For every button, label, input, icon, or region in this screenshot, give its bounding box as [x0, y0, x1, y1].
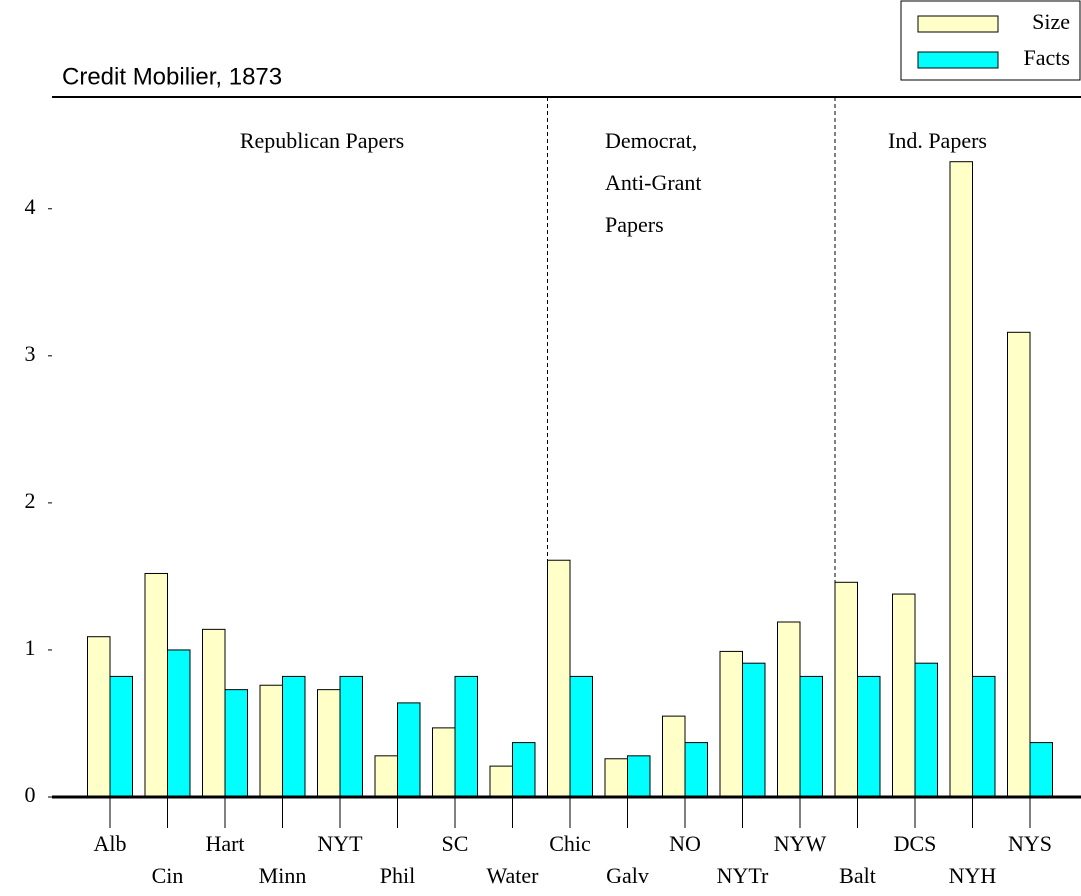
bar	[87, 636, 111, 798]
bar	[454, 675, 478, 798]
group-label: Anti-Grant	[605, 170, 702, 195]
bar	[317, 689, 341, 798]
x-tick-label: NYTr	[717, 863, 769, 888]
group-label: Ind. Papers	[888, 128, 987, 153]
x-tick-label: Chic	[549, 831, 591, 856]
bar	[742, 662, 766, 798]
x-tick-label: Phil	[380, 863, 415, 888]
x-tick-label: NYS	[1008, 831, 1052, 856]
bar	[627, 755, 651, 798]
group-label: Republican Papers	[240, 128, 404, 153]
bar	[144, 572, 168, 798]
bar	[834, 581, 858, 798]
x-tick-label: NYW	[774, 831, 827, 856]
group-label: Democrat,	[605, 128, 697, 153]
x-tick-label: Water	[487, 863, 540, 888]
bar	[569, 675, 593, 798]
bar	[972, 675, 996, 798]
bar	[282, 675, 306, 798]
group-label: Papers	[605, 212, 664, 237]
x-tick-label: Minn	[259, 863, 307, 888]
bar	[432, 727, 456, 798]
y-tick-label: 0	[25, 782, 36, 807]
y-tick-label: 1	[25, 635, 36, 660]
bar	[799, 675, 823, 798]
bar	[202, 628, 226, 798]
y-tick-label: 2	[25, 488, 36, 513]
bar	[1007, 331, 1031, 798]
x-tick-label: Hart	[205, 831, 244, 856]
x-tick-label: Alb	[94, 831, 127, 856]
bar	[167, 649, 191, 798]
x-tick-label: NYT	[317, 831, 363, 856]
x-tick-label: Cin	[152, 863, 184, 888]
x-tick-label: SC	[442, 831, 469, 856]
x-tick-label: Balt	[839, 863, 876, 888]
chart-title: Credit Mobilier, 1873	[62, 63, 282, 90]
bar	[719, 650, 743, 798]
bar	[489, 765, 513, 798]
bar	[512, 742, 536, 798]
y-tick-label: 3	[25, 341, 36, 366]
legend-label: Facts	[1024, 45, 1070, 70]
bar	[109, 675, 133, 798]
x-tick-label: NYH	[949, 863, 997, 888]
legend-swatch	[917, 51, 999, 69]
bar	[949, 161, 973, 798]
x-tick-label: DCS	[894, 831, 937, 856]
bar	[892, 593, 916, 798]
bar	[259, 684, 283, 798]
bar	[224, 689, 248, 798]
bar	[857, 675, 881, 798]
bar	[684, 742, 708, 798]
legend-label: Size	[1032, 9, 1070, 34]
legend-swatch	[917, 15, 999, 33]
bar	[777, 621, 801, 798]
bar	[547, 559, 571, 798]
x-tick-label: NO	[669, 831, 701, 856]
bar	[397, 702, 421, 798]
bar	[339, 675, 363, 798]
bar	[1029, 742, 1053, 798]
bar	[374, 755, 398, 798]
bar	[914, 662, 938, 798]
bar	[604, 758, 628, 798]
y-tick-label: 4	[25, 194, 36, 219]
x-tick-label: Galv	[606, 863, 649, 888]
bar	[662, 715, 686, 798]
